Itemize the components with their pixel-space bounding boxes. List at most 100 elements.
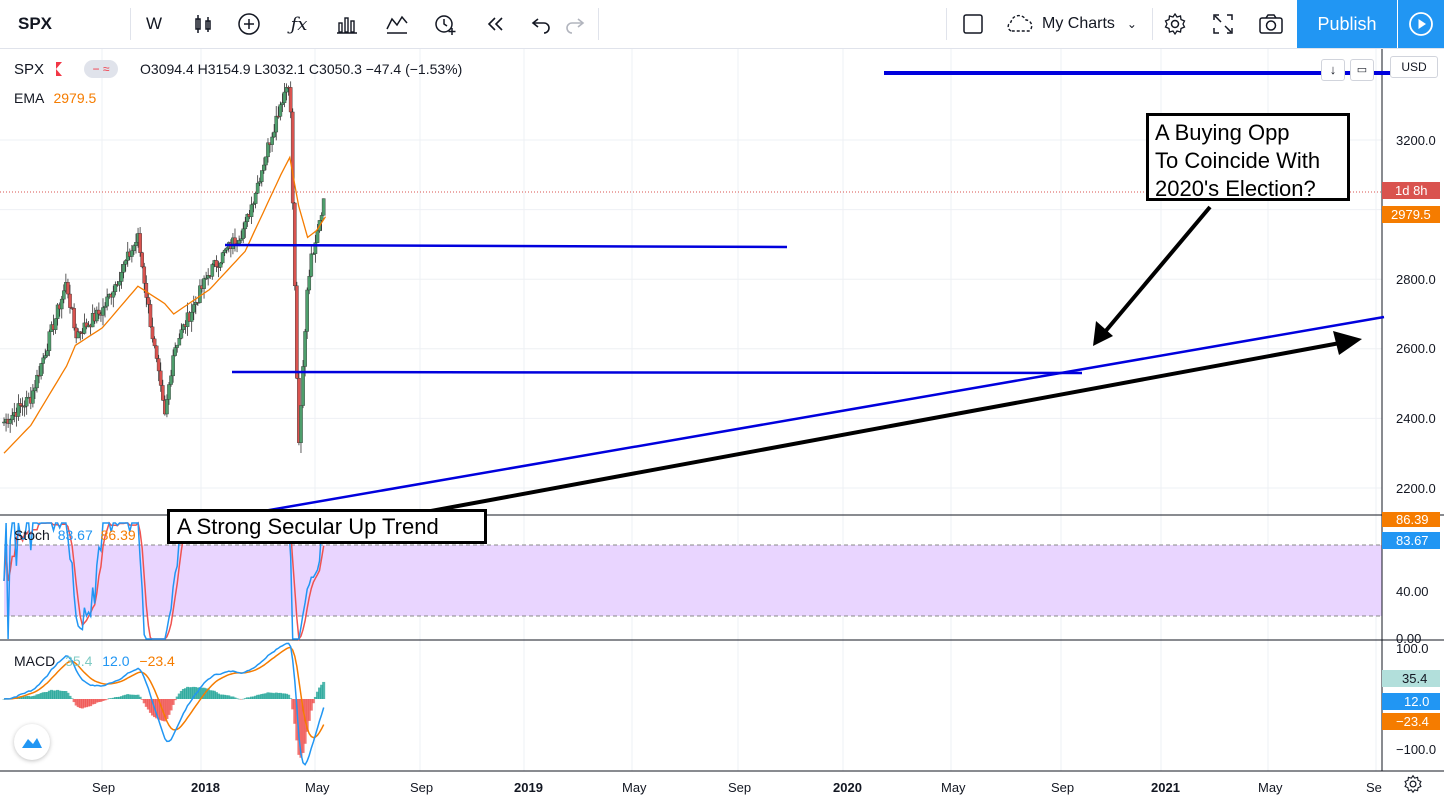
- macd-histogram-bar: [39, 693, 43, 699]
- macd-signal-line: [3, 646, 325, 739]
- candle: [121, 261, 126, 279]
- macd-histogram-bar: [47, 690, 51, 699]
- undo-icon[interactable]: [524, 0, 558, 48]
- macd-histogram-bar: [99, 699, 103, 702]
- macd-histogram-bar: [93, 699, 97, 704]
- macd-histogram-bar: [72, 699, 76, 703]
- currency-button[interactable]: USD: [1390, 56, 1438, 78]
- macd-histogram-bar: [278, 692, 282, 699]
- snapshot-camera-icon[interactable]: [1254, 0, 1288, 48]
- candle: [78, 331, 83, 341]
- flag-icon[interactable]: [56, 62, 63, 76]
- candle: [204, 271, 208, 281]
- candle: [313, 234, 318, 263]
- macd-histogram-bar: [74, 699, 78, 706]
- macd-histogram-bar: [287, 694, 291, 699]
- chart-style-candles-icon[interactable]: [186, 0, 220, 48]
- macd-histogram-bar: [117, 696, 121, 699]
- stoch-d-tag: [1382, 512, 1440, 527]
- visibility-toggle-icon[interactable]: − ≈: [84, 60, 119, 78]
- templates-bars-icon[interactable]: [330, 0, 364, 48]
- stoch-band: [4, 545, 1382, 616]
- time-tick: Se: [1366, 780, 1382, 795]
- macd-histogram-bar: [41, 692, 45, 699]
- macd-histogram-bar: [31, 695, 35, 699]
- scale-down-button[interactable]: ↓: [1321, 59, 1345, 81]
- alert-clock-icon[interactable]: [428, 0, 462, 48]
- macd-histogram-bar: [320, 684, 324, 699]
- macd-histogram-bar: [210, 690, 214, 699]
- redo-icon[interactable]: [558, 0, 592, 48]
- compare-add-icon[interactable]: [232, 0, 266, 48]
- play-icon: [1409, 12, 1433, 36]
- candle: [156, 354, 161, 382]
- macd-histogram-bar: [103, 699, 107, 701]
- my-charts-button[interactable]: My Charts ⌄: [1004, 0, 1137, 48]
- candle: [53, 318, 58, 334]
- candle: [202, 275, 206, 299]
- indicators-fx-icon[interactable]: ƒx: [290, 13, 308, 35]
- macd-histogram-bar: [268, 692, 272, 699]
- macd-histogram-bar: [64, 691, 68, 699]
- macd-histogram-bar: [198, 687, 202, 699]
- macd-histogram-bar: [260, 693, 264, 699]
- publish-button[interactable]: Publish: [1297, 0, 1397, 48]
- macd-histogram-bar: [208, 690, 212, 699]
- annotation-line: 2020's Election?: [1155, 176, 1316, 201]
- candle: [31, 384, 35, 408]
- candle: [280, 93, 285, 112]
- replay-play-button[interactable]: [1398, 0, 1444, 48]
- macd-histogram-bar: [192, 686, 196, 699]
- tradingview-logo-icon[interactable]: [14, 724, 50, 760]
- countdown-text: 1d 8h: [1395, 183, 1428, 198]
- macd-signal-tag: [1382, 713, 1440, 730]
- select-square-icon[interactable]: [956, 0, 990, 48]
- axis-settings-gear-icon[interactable]: [1403, 774, 1423, 794]
- macd-line: [3, 642, 325, 766]
- chart-area[interactable]: 3200.0 3000.0 2800.0 2600.0 2400.0 2200.…: [0, 49, 1444, 799]
- replay-rewind-icon[interactable]: [478, 0, 512, 48]
- candle: [41, 352, 45, 374]
- stoch-k-value: 83.67: [57, 527, 93, 543]
- macd-histogram-bar: [58, 690, 62, 699]
- annotation-line: A Strong Secular Up Trend: [177, 514, 439, 539]
- macd-histogram-bar: [167, 699, 171, 715]
- macd-histogram-bar: [249, 696, 253, 699]
- macd-histogram-bar: [138, 696, 142, 699]
- symbol-search-button[interactable]: SPX: [0, 0, 70, 48]
- candle: [97, 302, 101, 320]
- candle: [35, 369, 39, 393]
- candle: [249, 196, 254, 225]
- chart-layout-icon[interactable]: [380, 0, 414, 48]
- candle: [239, 230, 243, 244]
- macd-histogram-bar: [105, 699, 109, 700]
- scale-maximize-button[interactable]: ▭: [1350, 59, 1374, 81]
- interval-button[interactable]: W: [138, 0, 170, 48]
- price-tick: 2600.0: [1396, 341, 1436, 356]
- candle: [301, 359, 305, 409]
- ema-label: EMA: [14, 90, 44, 106]
- settings-gear-icon[interactable]: [1158, 0, 1192, 48]
- macd-histogram-bar: [120, 696, 124, 699]
- fullscreen-icon[interactable]: [1206, 0, 1240, 48]
- macd-histogram-bar: [163, 699, 167, 722]
- candle: [59, 295, 64, 319]
- macd-histogram-bar: [27, 695, 31, 699]
- macd-histogram-bar: [49, 689, 53, 699]
- macd-histogram-bar: [190, 687, 194, 699]
- macd-histogram-bar: [200, 687, 204, 699]
- macd-histogram-bar: [214, 692, 218, 699]
- candle: [43, 348, 48, 360]
- time-tick: Sep: [410, 780, 433, 795]
- macd-histogram-bar: [229, 696, 233, 699]
- candle: [259, 170, 264, 187]
- macd-histogram-bar: [56, 689, 60, 699]
- price-tick: 2200.0: [1396, 481, 1436, 496]
- macd-tick: 100.0: [1396, 641, 1429, 656]
- macd-histogram-bar: [233, 697, 237, 699]
- macd-histogram-bar: [258, 694, 262, 699]
- time-tick: 2020: [833, 780, 862, 795]
- candle: [18, 398, 23, 413]
- candle: [284, 83, 289, 101]
- candle: [76, 328, 81, 339]
